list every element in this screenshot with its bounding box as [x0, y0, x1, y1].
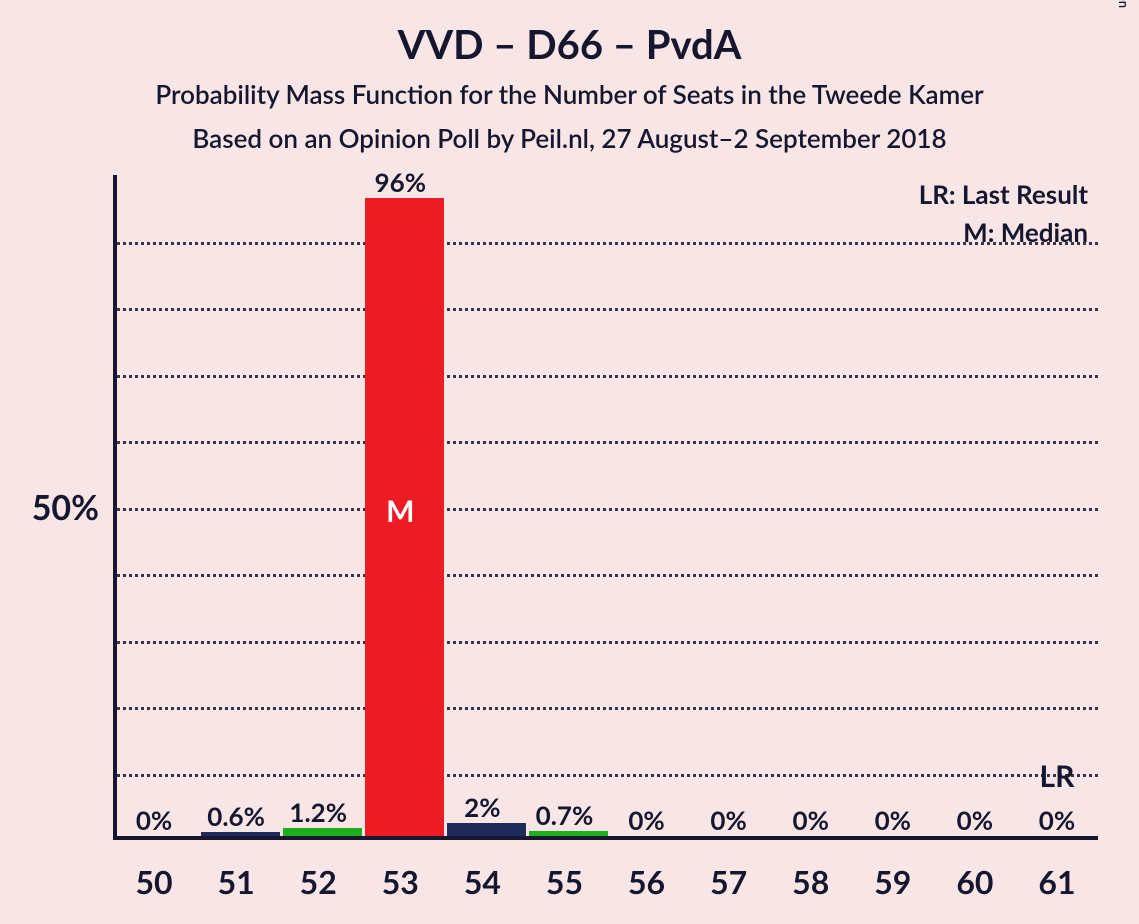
y-axis-tick-label: 50% [0, 487, 99, 528]
bar [529, 831, 608, 836]
x-tick: 56 [628, 862, 665, 901]
legend-lr: LR: Last Result [919, 178, 1088, 210]
bar-value-label: 0% [957, 804, 993, 836]
bar-value-label: 0% [793, 804, 829, 836]
bar-value-label: 0% [136, 804, 172, 836]
bar-value-label: 0% [875, 804, 911, 836]
bar-value-label: 2% [464, 791, 500, 823]
bar [447, 823, 526, 836]
bar-value-label: 1.2% [289, 796, 347, 828]
legend-m: M: Median [963, 216, 1088, 248]
x-tick: 58 [792, 862, 829, 901]
lr-marker: LR [1040, 758, 1075, 794]
x-tick: 50 [135, 862, 172, 901]
bar [201, 832, 280, 836]
gridline [117, 242, 1098, 245]
gridline [117, 375, 1098, 378]
gridline [117, 508, 1098, 511]
gridline [117, 574, 1098, 577]
gridline [117, 308, 1098, 311]
x-tick: 53 [382, 862, 419, 901]
x-tick: 55 [546, 862, 583, 901]
chart-subtitle-1: Probability Mass Function for the Number… [0, 78, 1139, 110]
gridline [117, 441, 1098, 444]
bar-value-label: 0.7% [536, 799, 594, 831]
bar-median-label: M [386, 493, 414, 529]
bar-value-label: 0% [628, 804, 664, 836]
bar [283, 828, 362, 836]
bar-value-label: 0% [710, 804, 746, 836]
chart-title: VVD – D66 – PvdA [0, 20, 1139, 68]
chart-canvas: VVD – D66 – PvdA Probability Mass Functio… [0, 0, 1139, 924]
x-tick: 57 [710, 862, 747, 901]
plot-area [113, 175, 1098, 840]
bar-value-label: 0% [1039, 804, 1075, 836]
x-tick: 60 [956, 862, 993, 901]
chart-subtitle-2: Based on an Opinion Poll by Peil.nl, 27 … [0, 122, 1139, 154]
x-tick: 61 [1038, 862, 1075, 901]
bar-value-label: 96% [375, 166, 426, 198]
x-tick: 52 [300, 862, 337, 901]
copyright-label: © 2020 Filip van Laenen [1116, 0, 1132, 8]
x-tick: 54 [464, 862, 501, 901]
gridline [117, 774, 1098, 777]
bar-value-label: 0.6% [207, 800, 265, 832]
gridline [117, 707, 1098, 710]
gridline [117, 641, 1098, 644]
x-tick: 51 [218, 862, 255, 901]
x-tick: 59 [874, 862, 911, 901]
